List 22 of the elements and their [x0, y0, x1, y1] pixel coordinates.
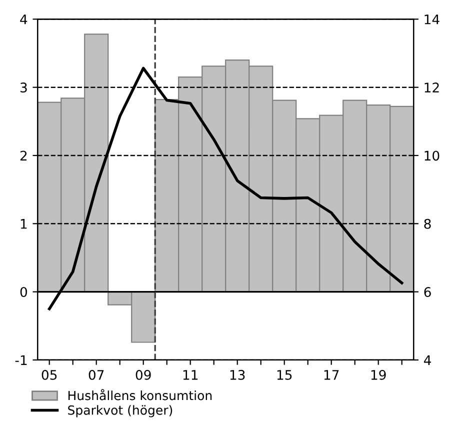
x-tick-label: 15 — [277, 370, 292, 380]
y-tick-label: 3 — [20, 82, 27, 93]
x-tick-label: 05 — [42, 370, 57, 380]
y-tick-label: -1 — [15, 355, 27, 365]
y2-tick-label: 8 — [424, 218, 431, 229]
y2-tick-label: 14 — [424, 14, 440, 24]
y2-tick-label: 4 — [424, 355, 431, 365]
y2-tick-label: 12 — [424, 82, 439, 92]
y-tick-label: 0 — [20, 287, 27, 298]
y-tick-label: 2 — [20, 150, 27, 161]
legend-label: Hushållens konsumtion — [68, 389, 212, 400]
legend-label: Sparkvot (höger) — [68, 405, 172, 418]
x-tick-label: 07 — [88, 370, 104, 380]
y-tick-label: 4 — [20, 14, 28, 24]
x-tick-label: 11 — [183, 370, 198, 380]
y2-tick-label: 10 — [424, 150, 440, 161]
x-tick-label: 17 — [324, 370, 339, 380]
x-tick-label: 09 — [136, 370, 151, 380]
y-tick-label: 1 — [20, 219, 27, 229]
x-tick-label: 13 — [230, 370, 245, 380]
y2-tick-label: 6 — [424, 287, 431, 298]
x-tick-label: 19 — [371, 370, 386, 380]
